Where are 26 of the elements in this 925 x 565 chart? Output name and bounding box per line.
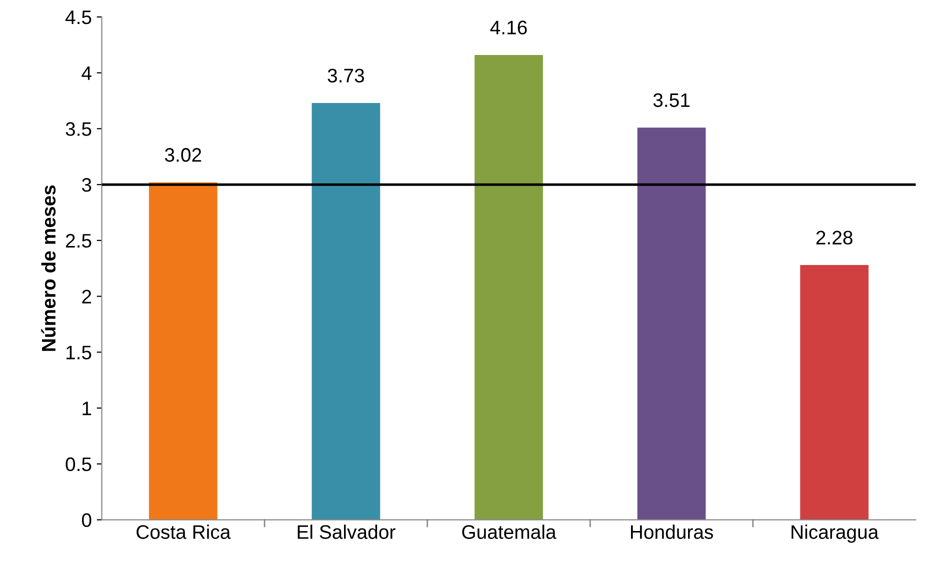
- x-tick-label: El Salvador: [298, 524, 396, 539]
- bar: [148, 182, 218, 520]
- x-tick-label: Costa Rica: [136, 524, 231, 539]
- y-tick-label: 3.5: [66, 122, 92, 136]
- bar: [312, 102, 380, 520]
- y-tick-label: 3: [82, 178, 92, 192]
- data-label: 3.02: [164, 148, 202, 162]
- data-label: 3.73: [328, 68, 364, 82]
- data-label: 3.51: [653, 93, 690, 108]
- x-tick-label: Honduras: [630, 524, 714, 539]
- y-tick-label: 4: [82, 66, 92, 80]
- bar: [637, 128, 706, 520]
- y-tick-label: 0.5: [66, 457, 92, 472]
- bar: [800, 265, 869, 520]
- bar: [474, 54, 543, 520]
- y-tick-label: 1.5: [66, 346, 92, 360]
- y-tick-label: 2.5: [66, 234, 92, 248]
- data-label: 4.16: [490, 20, 527, 34]
- y-tick-label: 1: [82, 402, 92, 416]
- y-tick-label: 0: [82, 513, 92, 528]
- y-axis-title: Número de meses: [41, 185, 56, 351]
- data-label: 2.28: [816, 230, 852, 245]
- x-tick-label: Nicaragua: [792, 524, 879, 543]
- y-tick-label: 2: [82, 290, 92, 304]
- x-tick-label: Guatemala: [462, 524, 556, 539]
- y-tick-label: 4.5: [65, 10, 92, 24]
